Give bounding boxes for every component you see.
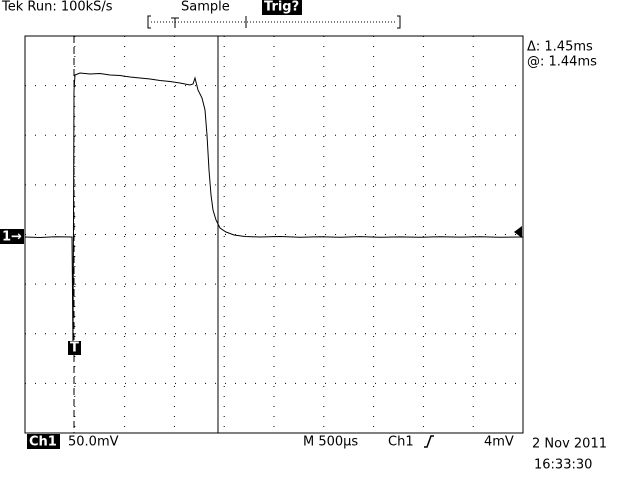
cursor-at: @: 1.44ms	[527, 55, 597, 70]
trig-box	[262, 0, 302, 15]
trigger-level: 4mV	[484, 435, 514, 450]
acq-mode: Sample	[181, 0, 230, 15]
vertical-scale: 50.0mV	[68, 435, 119, 450]
cursor-delta: Δ: 1.45ms	[527, 40, 593, 55]
date: 2 Nov 2011	[532, 437, 607, 452]
trigger-slope	[424, 435, 434, 448]
channel-marker: 1→	[2, 230, 22, 245]
trigger-marker: T	[70, 341, 79, 356]
record-bracket	[147, 15, 401, 29]
time: 16:33:30	[534, 458, 592, 473]
channel: Ch1	[29, 435, 57, 450]
status: Tek Run: 100kS/s	[1, 0, 113, 15]
timebase: M 500µs	[303, 435, 358, 450]
channel-marker-box	[0, 229, 24, 244]
graticule-grid	[25, 36, 523, 433]
trigger-state: Trig?	[264, 0, 299, 15]
trigger-level-marker	[514, 226, 522, 238]
trigger-marker-box	[68, 341, 81, 355]
waveform-trace	[24, 72, 524, 349]
trigger-source: Ch1	[388, 435, 414, 450]
graticule-frame	[24, 35, 524, 434]
channel-box	[27, 434, 60, 449]
